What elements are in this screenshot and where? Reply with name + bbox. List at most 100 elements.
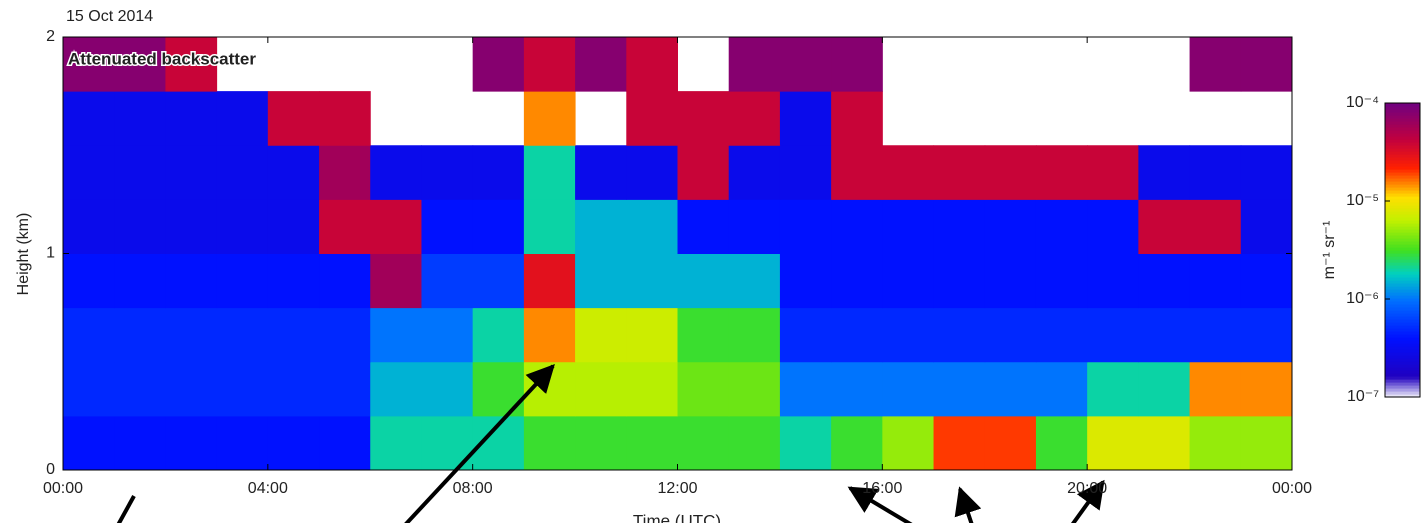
cell (114, 307, 166, 363)
colorbar-step (1385, 196, 1420, 200)
cell (1138, 415, 1191, 471)
colorbar-step (1385, 310, 1420, 314)
colorbar-step (1385, 223, 1420, 227)
colorbar-step (1385, 226, 1420, 230)
arrow (1070, 479, 1105, 523)
cell (882, 307, 935, 363)
colorbar-step (1385, 391, 1420, 395)
colorbar-step (1385, 142, 1420, 146)
cell (933, 145, 986, 200)
cell (370, 361, 422, 417)
x-tick-label: 12:00 (657, 480, 697, 497)
colorbar-step (1385, 154, 1420, 158)
cell (933, 361, 986, 417)
cell (984, 253, 1037, 309)
cell (779, 91, 832, 146)
cell (370, 199, 422, 254)
colorbar-step (1385, 280, 1420, 284)
chart-subtitle: 15 Oct 2014 (66, 8, 153, 25)
colorbar-step (1385, 316, 1420, 320)
colorbar-tick-label: 10⁻⁵ (1346, 192, 1379, 209)
cell (728, 145, 781, 200)
colorbar-step (1385, 109, 1420, 113)
cell (933, 415, 986, 471)
x-tick-label: 00:00 (1272, 480, 1312, 497)
cell (1240, 37, 1293, 92)
cell (1138, 253, 1191, 309)
cell (267, 307, 320, 363)
colorbar-step (1385, 217, 1420, 221)
cell (626, 361, 678, 417)
colorbar-step (1385, 367, 1420, 371)
cell (779, 145, 832, 200)
cell (63, 37, 115, 92)
colorbar-step (1385, 208, 1420, 212)
cell (319, 307, 371, 363)
cell (472, 37, 525, 92)
colorbar-step (1385, 118, 1420, 122)
cell (114, 199, 166, 254)
cell (114, 37, 166, 92)
colorbar-step (1385, 187, 1420, 191)
cell (779, 253, 832, 309)
colorbar-step (1385, 271, 1420, 275)
cell (319, 415, 371, 471)
cell (1035, 361, 1088, 417)
cell (626, 199, 678, 254)
cell (677, 199, 730, 254)
cell (421, 361, 474, 417)
cell (63, 307, 115, 363)
cell (523, 199, 576, 254)
colorbar-step (1385, 361, 1420, 365)
cell (1240, 361, 1293, 417)
colorbar-label: m⁻¹ sr⁻¹ (1321, 221, 1338, 280)
cell (216, 253, 269, 309)
cell (63, 253, 115, 309)
colorbar-step (1385, 382, 1420, 386)
cell (1035, 145, 1088, 200)
colorbar-step (1385, 136, 1420, 140)
cell (1087, 145, 1139, 200)
cell (1087, 253, 1139, 309)
cell (677, 91, 730, 146)
colorbar-step (1385, 298, 1420, 302)
colorbar-step (1385, 211, 1420, 215)
cell (267, 415, 320, 471)
colorbar-step (1385, 115, 1420, 119)
cell (63, 199, 115, 254)
cell (831, 145, 883, 200)
y-tick-label: 1 (46, 245, 55, 262)
cell (165, 307, 218, 363)
cell (319, 91, 371, 146)
arrow (404, 363, 555, 523)
cell (677, 307, 730, 363)
cell (1087, 361, 1139, 417)
colorbar-step (1385, 364, 1420, 368)
colorbar-step (1385, 334, 1420, 338)
colorbar-step (1385, 286, 1420, 290)
colorbar-step (1385, 232, 1420, 236)
colorbar-tick-label: 10⁻⁴ (1346, 94, 1379, 111)
colorbar-step (1385, 355, 1420, 359)
cell (933, 253, 986, 309)
cell (1138, 307, 1191, 363)
cell (370, 145, 422, 200)
cell (1087, 415, 1139, 471)
colorbar-step (1385, 133, 1420, 137)
colorbar-step (1385, 112, 1420, 116)
cell (626, 37, 678, 92)
cell (575, 307, 627, 363)
cell (831, 199, 883, 254)
colorbar-step (1385, 247, 1420, 251)
cell (626, 145, 678, 200)
cell (1035, 307, 1088, 363)
colorbar-step (1385, 283, 1420, 287)
colorbar-step (1385, 304, 1420, 308)
cell (216, 361, 269, 417)
colorbar-step (1385, 307, 1420, 311)
cell (472, 307, 525, 363)
colorbar-step (1385, 325, 1420, 329)
colorbar-step (1385, 274, 1420, 278)
cell (1087, 199, 1139, 254)
colorbar-step (1385, 268, 1420, 272)
